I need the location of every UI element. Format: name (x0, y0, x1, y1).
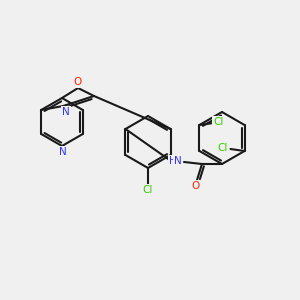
Text: N: N (174, 156, 182, 166)
Text: Cl: Cl (143, 185, 153, 195)
Text: O: O (191, 181, 199, 191)
Text: N: N (62, 107, 70, 117)
Text: Cl: Cl (213, 117, 224, 127)
Text: Cl: Cl (217, 143, 228, 153)
Text: N: N (59, 147, 67, 157)
Text: H: H (169, 156, 177, 166)
Text: O: O (73, 77, 81, 87)
